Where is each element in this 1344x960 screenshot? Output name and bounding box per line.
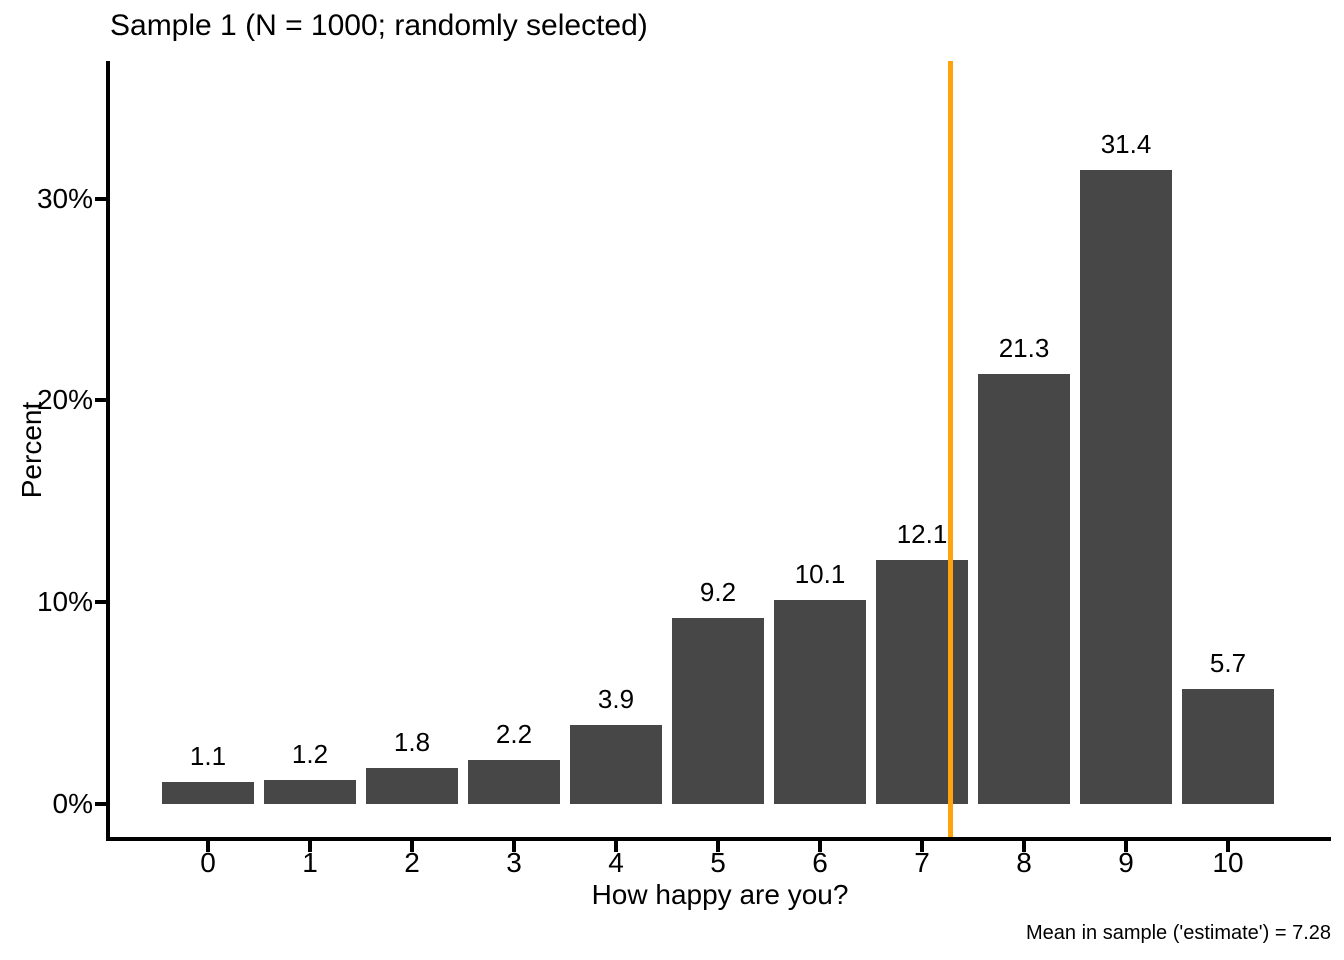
x-axis-title: How happy are you? (591, 879, 849, 910)
x-axis-line (106, 837, 1331, 841)
x-tick (614, 841, 618, 852)
x-tick-label: 9 (1118, 847, 1134, 878)
x-tick-label: 0 (200, 847, 216, 878)
y-tick-label: 30% (36, 183, 93, 214)
x-tick (1022, 841, 1026, 852)
bar (876, 560, 968, 804)
bar (978, 374, 1070, 804)
bar (570, 725, 662, 804)
y-tick-label: 20% (36, 384, 93, 415)
x-tick-label: 2 (404, 847, 420, 878)
x-tick-label: 7 (914, 847, 930, 878)
y-tick (95, 197, 106, 201)
mean-vertical-line (948, 61, 953, 837)
y-tick (95, 398, 106, 402)
x-tick (308, 841, 312, 852)
bar-value-label: 2.2 (495, 719, 533, 749)
bar (162, 782, 254, 804)
x-tick (1226, 841, 1230, 852)
y-tick (95, 600, 106, 604)
bar (1080, 170, 1172, 804)
bar (672, 618, 764, 804)
bar-value-label: 12.1 (896, 519, 948, 549)
bar-value-label: 1.1 (189, 741, 227, 771)
bar-value-label: 5.7 (1209, 648, 1247, 678)
bar-value-label: 10.1 (794, 559, 846, 589)
mean-caption: Mean in sample ('estimate') = 7.28 (1026, 922, 1331, 944)
bar (366, 768, 458, 804)
bar (468, 760, 560, 804)
x-tick (716, 841, 720, 852)
y-axis-title: Percent (16, 401, 47, 499)
x-tick-label: 8 (1016, 847, 1032, 878)
x-tick-label: 10 (1212, 847, 1244, 878)
x-tick-label: 3 (506, 847, 522, 878)
x-tick (1124, 841, 1128, 852)
y-tick-label: 0% (52, 788, 93, 819)
bar-value-label: 3.9 (597, 684, 635, 714)
x-tick-label: 6 (812, 847, 828, 878)
bar-value-label: 31.4 (1100, 129, 1152, 159)
bar (264, 780, 356, 804)
y-tick (95, 802, 106, 806)
x-tick (410, 841, 414, 852)
x-tick-label: 4 (608, 847, 624, 878)
x-tick-label: 5 (710, 847, 726, 878)
bar-value-label: 9.2 (699, 577, 737, 607)
x-tick (818, 841, 822, 852)
chart-title: Sample 1 (N = 1000; randomly selected) (110, 9, 648, 42)
bar-value-label: 1.8 (393, 727, 431, 757)
bar (774, 600, 866, 804)
x-tick-label: 1 (302, 847, 318, 878)
x-tick (512, 841, 516, 852)
bar (1182, 689, 1274, 804)
y-axis-line (106, 61, 110, 841)
x-tick (920, 841, 924, 852)
bar-value-label: 21.3 (998, 333, 1050, 363)
y-tick-label: 10% (36, 586, 93, 617)
bar-value-label: 1.2 (291, 739, 329, 769)
x-tick (206, 841, 210, 852)
